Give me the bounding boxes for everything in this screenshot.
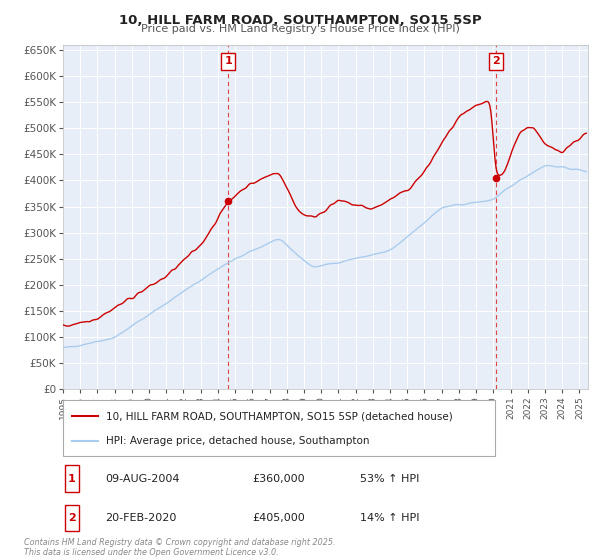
Text: 2: 2 (68, 513, 76, 523)
Text: 10, HILL FARM ROAD, SOUTHAMPTON, SO15 5SP: 10, HILL FARM ROAD, SOUTHAMPTON, SO15 5S… (119, 14, 481, 27)
Text: 1: 1 (224, 57, 232, 67)
Text: HPI: Average price, detached house, Southampton: HPI: Average price, detached house, Sout… (106, 436, 370, 446)
Text: Price paid vs. HM Land Registry's House Price Index (HPI): Price paid vs. HM Land Registry's House … (140, 24, 460, 34)
Text: 1: 1 (68, 474, 76, 484)
Text: 53% ↑ HPI: 53% ↑ HPI (360, 474, 419, 484)
Text: £405,000: £405,000 (252, 513, 305, 523)
FancyBboxPatch shape (63, 400, 495, 456)
Text: 20-FEB-2020: 20-FEB-2020 (105, 513, 176, 523)
FancyBboxPatch shape (65, 505, 79, 531)
Text: 2: 2 (491, 57, 499, 67)
FancyBboxPatch shape (65, 465, 79, 492)
Text: 14% ↑ HPI: 14% ↑ HPI (360, 513, 419, 523)
Text: £360,000: £360,000 (252, 474, 305, 484)
Text: 09-AUG-2004: 09-AUG-2004 (105, 474, 179, 484)
Text: Contains HM Land Registry data © Crown copyright and database right 2025.
This d: Contains HM Land Registry data © Crown c… (24, 538, 335, 557)
Text: 10, HILL FARM ROAD, SOUTHAMPTON, SO15 5SP (detached house): 10, HILL FARM ROAD, SOUTHAMPTON, SO15 5S… (106, 411, 453, 421)
